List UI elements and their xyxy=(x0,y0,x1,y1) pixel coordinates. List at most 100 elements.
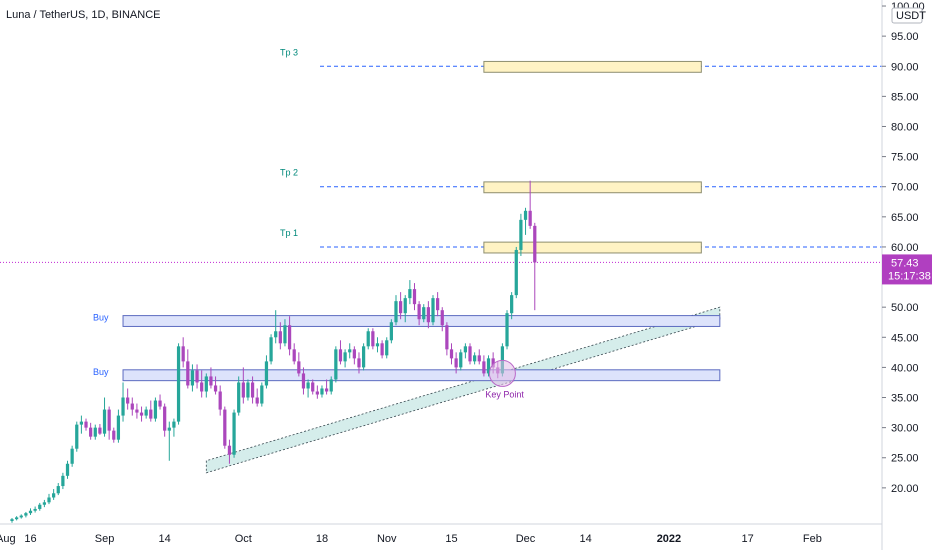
time-axis[interactable]: Aug 16 Sep 14 Oct 18 Nov 15 Dec 14 2022 17 Feb xyxy=(0,523,882,545)
candle-body xyxy=(126,397,130,404)
buy-zone xyxy=(122,315,721,327)
candle-body xyxy=(93,427,97,437)
candle-body xyxy=(459,352,463,368)
candle-body xyxy=(52,493,56,498)
candle-body xyxy=(375,343,380,347)
buy-zone xyxy=(122,369,721,382)
candle-body xyxy=(84,421,88,428)
candle-body xyxy=(380,343,384,356)
time-tick-label: Sep xyxy=(95,533,115,545)
price-axis[interactable]: 20.0025.0030.0035.0040.0045.0050.0055.00… xyxy=(881,0,932,550)
candle-body xyxy=(153,400,158,419)
candle-body xyxy=(519,219,523,250)
candle-body xyxy=(361,346,366,368)
candle-body xyxy=(283,325,287,344)
candle-body xyxy=(89,427,93,437)
candle-body xyxy=(135,409,139,413)
price-tick-label: 90.00 xyxy=(891,61,919,73)
candle-body xyxy=(306,382,310,389)
candle-body xyxy=(426,307,430,323)
candle-body xyxy=(473,355,477,362)
candle-body xyxy=(366,331,370,347)
time-tick-label: 15 xyxy=(445,533,457,545)
candle-body xyxy=(24,513,28,516)
candle-body xyxy=(343,352,347,362)
time-tick-label: Nov xyxy=(377,533,397,545)
candle-body xyxy=(200,382,204,392)
candle-body xyxy=(167,427,171,431)
candle-body xyxy=(139,412,144,416)
candle-body xyxy=(403,298,407,314)
candle-body xyxy=(232,412,236,455)
candle-body xyxy=(297,361,301,374)
candle-body xyxy=(287,325,292,350)
price-tick-label: 50.00 xyxy=(891,302,919,314)
currency-badge[interactable] xyxy=(891,7,923,24)
candle-body xyxy=(269,337,273,362)
candle-body xyxy=(213,385,218,392)
candle-body xyxy=(408,289,412,299)
candle-body xyxy=(449,349,454,359)
price-tick-label: 95.00 xyxy=(891,31,919,43)
candle-body xyxy=(15,517,19,520)
candle-body xyxy=(10,519,14,521)
candle-body xyxy=(107,409,111,431)
candle-body xyxy=(422,307,426,320)
candle-body xyxy=(130,403,134,410)
candle-body xyxy=(417,304,421,320)
candle-body xyxy=(209,376,213,386)
currency-label: USDT xyxy=(896,10,926,22)
candle-body xyxy=(371,331,375,347)
candle-body xyxy=(292,349,296,362)
candle-body xyxy=(394,301,398,323)
candle-body xyxy=(42,502,47,505)
price-tick-label: 45.00 xyxy=(891,332,919,344)
candle-body xyxy=(19,515,23,518)
candle-body xyxy=(491,358,495,368)
candle-body xyxy=(274,331,278,338)
candle-body xyxy=(47,497,51,503)
price-tick-label: 65.00 xyxy=(891,212,919,224)
candle-body xyxy=(463,346,468,353)
time-tick-label: 14 xyxy=(159,533,171,545)
price-tick-label: 70.00 xyxy=(891,182,919,194)
candle-body xyxy=(523,210,528,220)
last-price-badge xyxy=(882,254,932,285)
candle-body xyxy=(311,382,315,392)
price-tick-label: 20.00 xyxy=(891,483,919,495)
candle-body xyxy=(33,508,37,511)
candle-body xyxy=(301,373,306,389)
candle-body xyxy=(28,510,33,514)
candle-body xyxy=(237,382,241,413)
candle-body xyxy=(158,400,162,407)
candle-body xyxy=(56,486,60,494)
candle-body xyxy=(163,406,167,431)
chart-title: Luna / TetherUS, 1D, BINANCE xyxy=(6,9,160,21)
key-point-label: Key Point xyxy=(485,389,524,399)
price-tick-label: 25.00 xyxy=(891,453,919,465)
candle-body xyxy=(278,331,282,344)
candle-body xyxy=(533,225,537,263)
candle-body xyxy=(482,361,486,374)
candle-body xyxy=(385,340,389,356)
candle-body xyxy=(186,361,190,386)
candle-body xyxy=(412,289,417,305)
target-label: Tp 2 xyxy=(280,168,298,178)
candle-body xyxy=(176,346,181,422)
target-zone xyxy=(483,60,702,73)
candle-body xyxy=(431,298,435,323)
candle-body xyxy=(436,298,440,311)
candle-body xyxy=(357,358,361,368)
buy-zone-label: Buy xyxy=(93,367,109,377)
candle-body xyxy=(241,382,245,398)
target-label: Tp 1 xyxy=(280,228,298,238)
time-tick-label: 16 xyxy=(24,533,36,545)
candle-body xyxy=(500,346,505,374)
time-tick-label: 18 xyxy=(316,533,328,545)
buy-zone-label: Buy xyxy=(93,313,109,323)
candle-body xyxy=(79,421,84,425)
candle-body xyxy=(468,346,472,362)
candle-body xyxy=(329,379,333,392)
candle-body xyxy=(190,370,195,386)
